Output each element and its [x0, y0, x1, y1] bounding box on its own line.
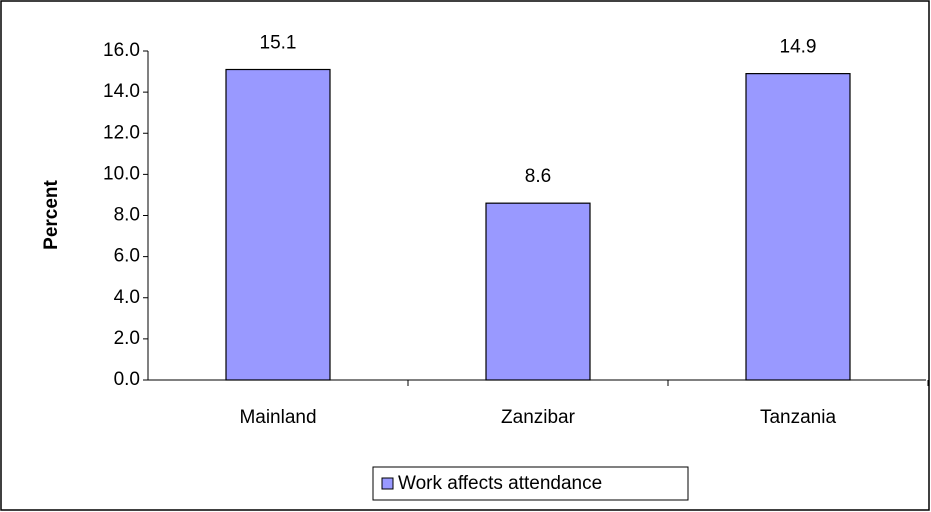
y-tick-label: 6.0: [114, 246, 140, 267]
bar: [225, 68, 331, 381]
legend-label: Work affects attendance: [398, 473, 602, 494]
x-tick-label: Zanzibar: [501, 407, 576, 428]
x-tick-label: Tanzania: [760, 407, 836, 428]
legend-marker: [381, 477, 394, 490]
y-tick-label: 12.0: [103, 122, 140, 143]
y-tick-label: 0.0: [114, 369, 140, 390]
y-tick-label: 10.0: [103, 163, 140, 184]
bar: [485, 202, 591, 381]
y-tick-label: 4.0: [114, 287, 140, 308]
value-label: 15.1: [260, 33, 297, 54]
y-tick-label: 16.0: [103, 40, 140, 61]
y-tick-label: 14.0: [103, 81, 140, 102]
x-tick-label: Mainland: [239, 407, 316, 428]
y-tick-label: 2.0: [114, 328, 140, 349]
bar: [745, 73, 851, 381]
legend-box: [372, 466, 689, 501]
value-label: 8.6: [525, 166, 551, 187]
y-tick-label: 8.0: [114, 205, 140, 226]
value-label: 14.9: [780, 37, 817, 58]
y-axis-label: Percent: [41, 179, 62, 249]
